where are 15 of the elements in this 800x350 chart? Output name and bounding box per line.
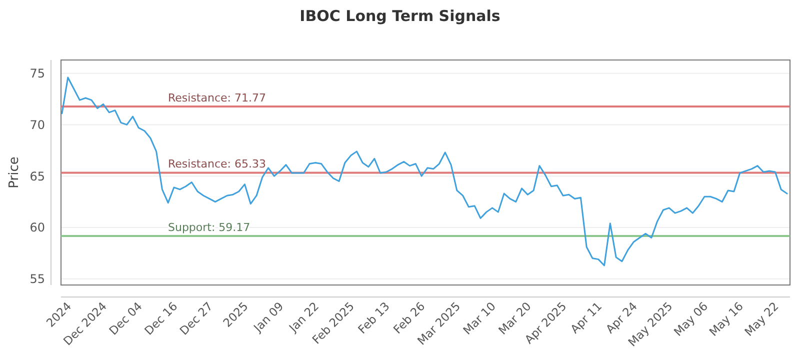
x-tick-label: Mar 10 bbox=[460, 299, 498, 338]
line-series bbox=[61, 76, 788, 266]
y-tick-label: 70 bbox=[30, 118, 45, 132]
chart-title: IBOC Long Term Signals bbox=[300, 7, 500, 25]
x-tick-label: Apr 11 bbox=[568, 299, 605, 336]
y-tick-label: 65 bbox=[30, 169, 45, 184]
y-tick-label: 60 bbox=[30, 220, 45, 235]
x-tick-label: Jan 09 bbox=[250, 299, 286, 336]
y-tick-label: 75 bbox=[30, 66, 45, 81]
y-tick-label: 55 bbox=[30, 272, 45, 286]
x-tick-label: Feb 13 bbox=[355, 299, 392, 336]
y-axis-title: Price bbox=[7, 156, 22, 188]
ref-line-label: Resistance: 71.77 bbox=[168, 92, 266, 105]
ref-line-label: Support: 59.17 bbox=[168, 220, 250, 234]
ref-line-label: Resistance: 65.33 bbox=[168, 158, 266, 171]
